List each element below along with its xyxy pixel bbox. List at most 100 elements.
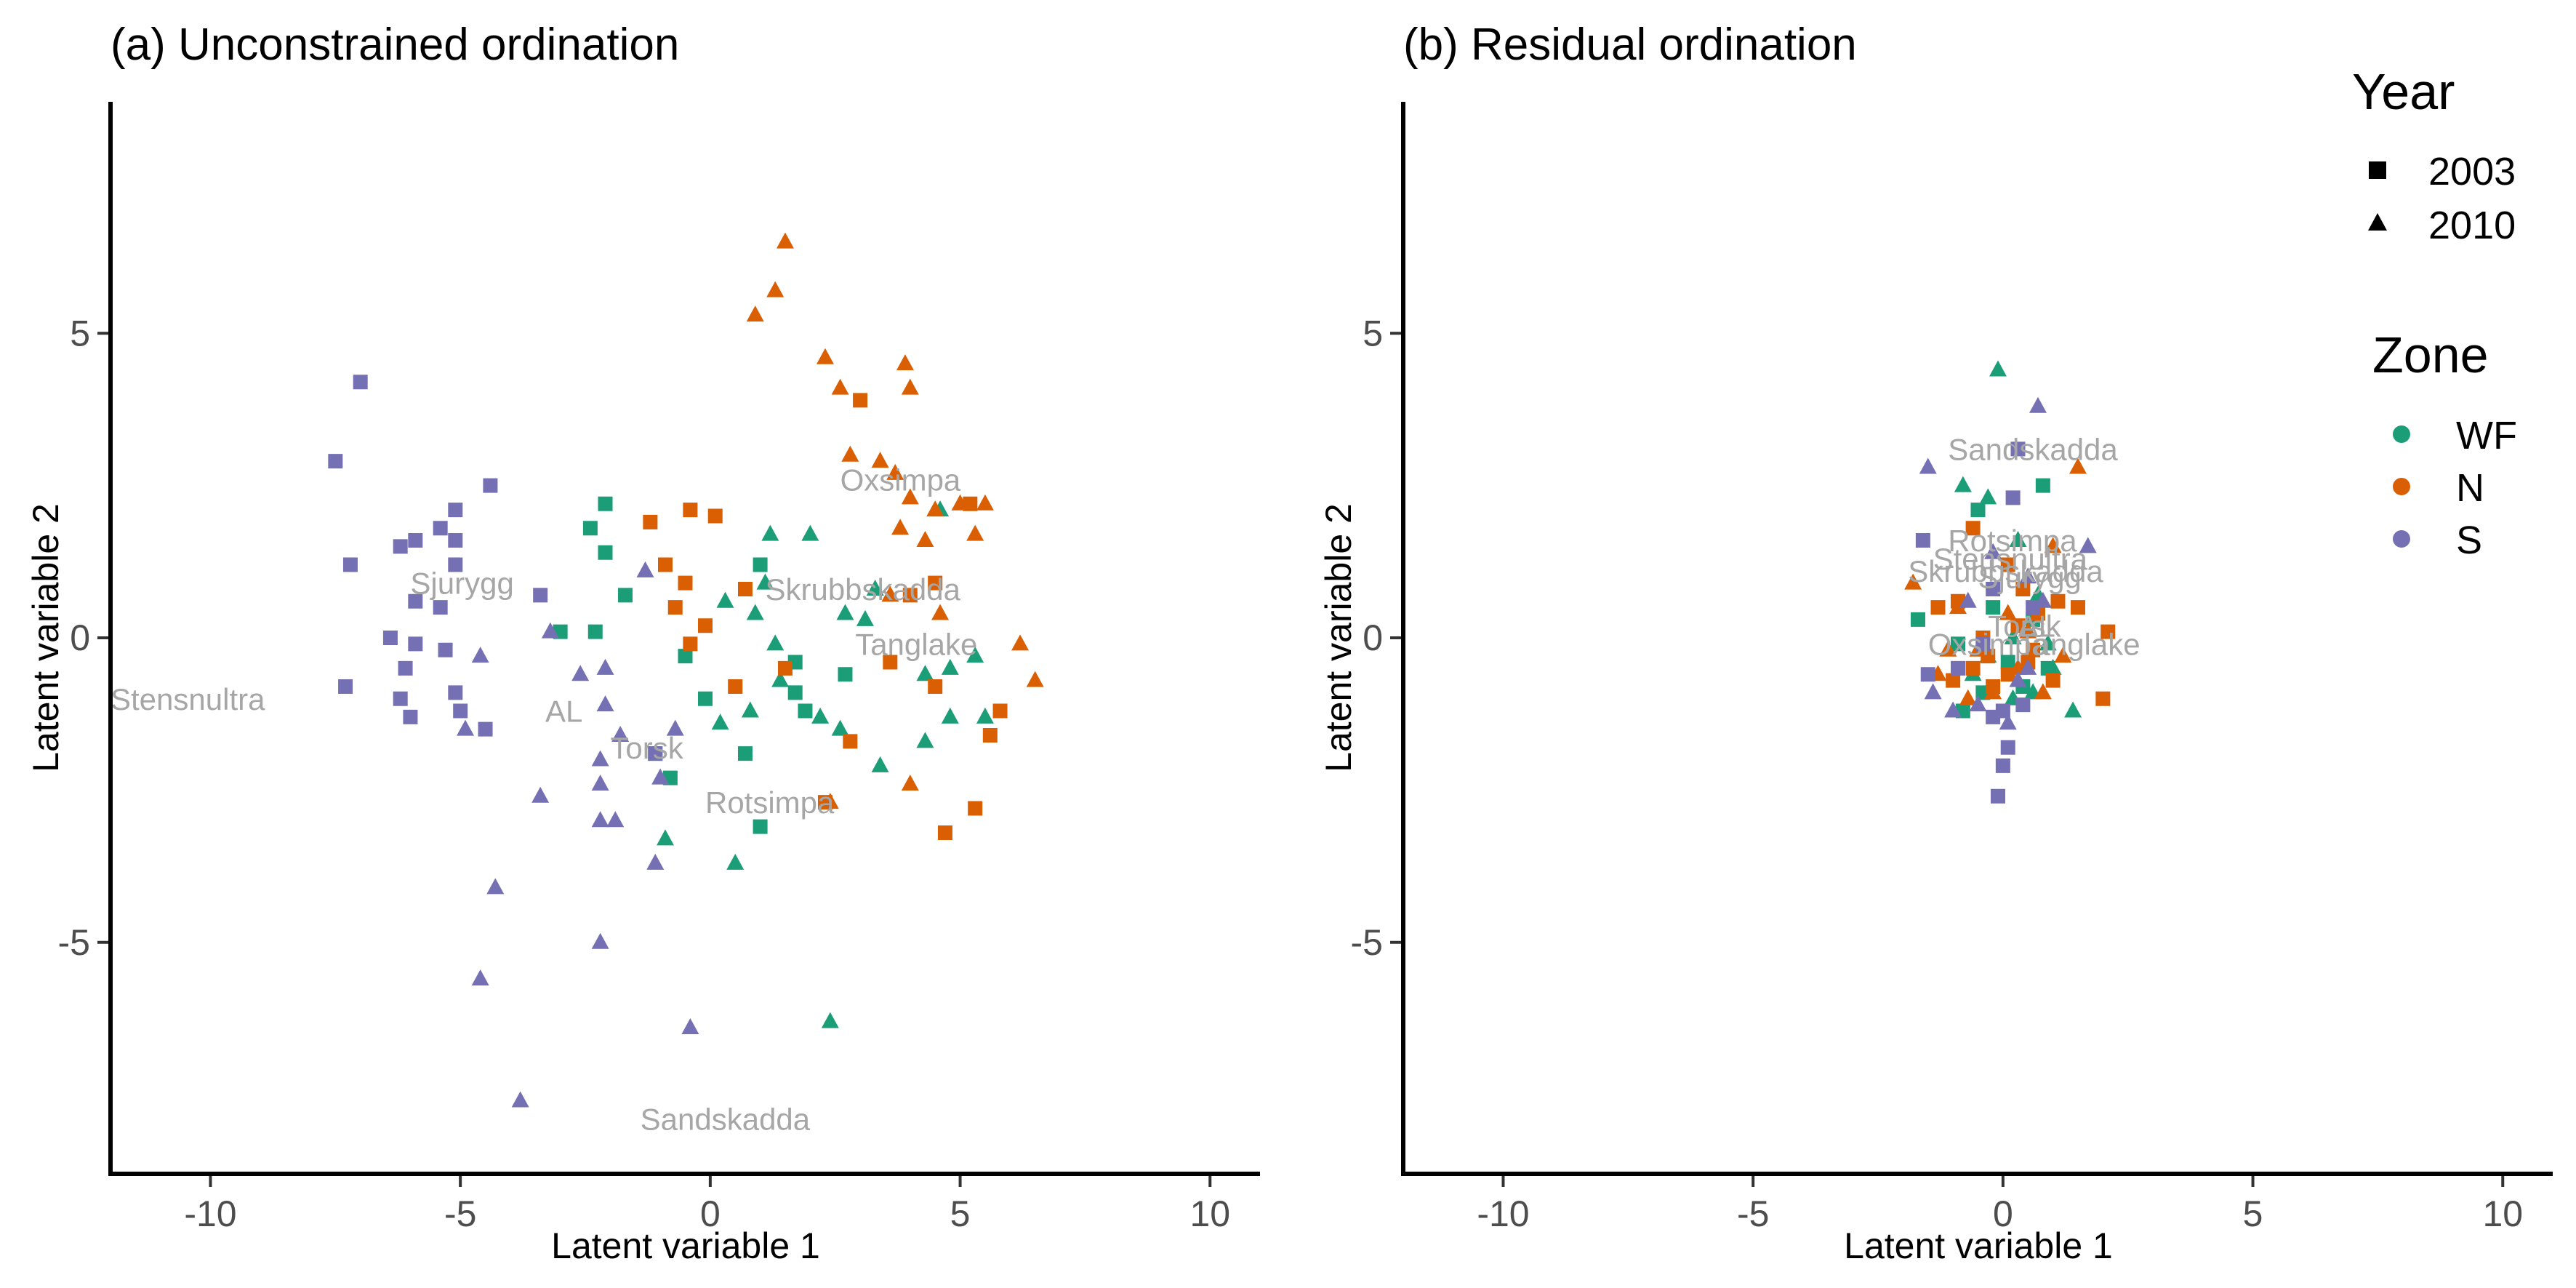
data-point-square	[2015, 582, 2031, 596]
data-point-square	[408, 533, 423, 548]
data-point-square	[448, 533, 463, 548]
species-labels: Sandskadda RotsimpaStensnultraSkrubbskadd…	[1908, 432, 2140, 661]
data-point-triangle	[746, 604, 764, 620]
data-point-square	[598, 545, 613, 560]
species-label: Sjurygg	[1978, 560, 2082, 594]
data-point-square	[403, 709, 418, 724]
data-point-square	[448, 685, 463, 700]
y-tick-label: -5	[1351, 922, 1383, 963]
data-point-square	[838, 667, 853, 682]
data-point-square	[1990, 788, 2005, 804]
data-point-triangle	[1969, 695, 1987, 712]
data-point-square	[2095, 691, 2111, 706]
data-point-square	[2045, 673, 2061, 688]
data-point-triangle	[776, 232, 794, 249]
data-point-square	[533, 588, 548, 603]
data-point-square	[982, 728, 998, 743]
data-point-triangle	[2019, 658, 2037, 675]
species-label: AL	[545, 695, 582, 729]
data-point-triangle	[1924, 683, 1942, 700]
scatter-points	[1904, 360, 2116, 804]
species-label: Skrubbskadda	[765, 572, 960, 607]
data-point-square	[2050, 593, 2066, 609]
axis-ticks: -10 -5 0 5 10 -5 0 5	[58, 313, 1231, 1234]
data-point-triangle	[761, 524, 779, 541]
data-point-triangle	[816, 348, 834, 364]
data-point-triangle	[901, 775, 919, 791]
data-point-square	[697, 691, 713, 706]
data-point-triangle	[966, 524, 984, 541]
legend-year-title: Year	[2352, 63, 2455, 120]
data-point-triangle	[591, 811, 609, 828]
species-label: AL	[2018, 609, 2055, 643]
legend: Year 2003 2010 Zone WF N S	[2352, 63, 2517, 562]
legend-zone-label: S	[2456, 519, 2482, 562]
data-point-square	[598, 496, 613, 511]
data-point-triangle	[771, 671, 790, 687]
data-point-triangle	[976, 707, 994, 724]
data-point-triangle	[657, 829, 675, 846]
data-point-square	[393, 539, 408, 554]
data-point-triangle	[2079, 537, 2097, 553]
data-point-triangle	[1944, 701, 1962, 718]
data-point-triangle	[1949, 598, 1967, 615]
x-tick-label: 0	[700, 1193, 721, 1234]
data-point-triangle	[2019, 567, 2037, 584]
data-point-square	[2035, 478, 2050, 493]
x-tick-label: -5	[1737, 1193, 1769, 1234]
data-point-square	[667, 600, 683, 615]
legend-zone-label: N	[2456, 466, 2484, 510]
x-tick-label: -10	[184, 1193, 236, 1234]
data-point-square	[2010, 618, 2026, 633]
data-point-triangle	[2064, 701, 2082, 718]
data-point-triangle	[916, 732, 934, 748]
x-tick-label: 10	[2482, 1193, 2523, 1234]
data-point-square	[798, 703, 813, 719]
data-point-triangle	[891, 519, 910, 535]
data-point-triangle	[1959, 591, 1977, 608]
data-point-square	[433, 600, 448, 615]
data-point-triangle	[646, 853, 665, 870]
data-point-square	[968, 801, 983, 816]
data-point-square	[1951, 660, 1966, 676]
data-point-triangle	[716, 591, 734, 608]
species-labels: Oxsimpa Sjurygg Skrubbskadda Tanglake Stensn…	[111, 463, 977, 1136]
data-point-triangle	[871, 756, 889, 772]
data-point-triangle	[2039, 634, 2057, 651]
data-point-triangle	[636, 561, 654, 577]
data-point-square	[1965, 521, 1981, 536]
data-point-triangle	[1026, 671, 1044, 687]
data-point-square	[643, 514, 658, 529]
data-point-square	[398, 660, 413, 676]
data-point-square	[678, 575, 693, 591]
data-point-triangle	[2054, 647, 2072, 663]
data-point-triangle	[766, 281, 785, 297]
panel-title: (b) Residual ordination	[1403, 20, 1857, 70]
data-point-square	[787, 685, 803, 700]
data-point-square	[1946, 673, 1961, 688]
panel-unconstrained-ordination: (a) Unconstrained ordination Oxsimpa Sjur…	[25, 20, 1260, 1266]
data-point-triangle	[591, 775, 609, 791]
data-point-triangle	[976, 494, 994, 511]
species-label: Sandskadda	[1948, 432, 2118, 466]
data-point-triangle	[2009, 671, 2027, 687]
data-point-triangle	[746, 305, 764, 322]
data-point-square	[433, 521, 448, 536]
data-point-square	[2000, 557, 2015, 572]
species-label: Stensnultra	[1933, 542, 2088, 576]
legend-year: Year 2003 2010	[2352, 63, 2516, 247]
data-point-square	[648, 746, 663, 761]
circle-marker-icon	[2393, 530, 2410, 548]
x-tick-label: 10	[1189, 1193, 1230, 1234]
data-point-triangle	[2034, 683, 2052, 700]
circle-marker-icon	[2393, 478, 2410, 495]
data-point-triangle	[2004, 628, 2022, 644]
x-tick-label: -5	[444, 1193, 476, 1234]
data-point-square	[1970, 503, 1986, 518]
data-point-triangle	[2029, 396, 2047, 413]
data-point-triangle	[486, 878, 505, 895]
data-point-triangle	[1904, 573, 1922, 590]
species-label: Stensnultra	[111, 682, 265, 716]
